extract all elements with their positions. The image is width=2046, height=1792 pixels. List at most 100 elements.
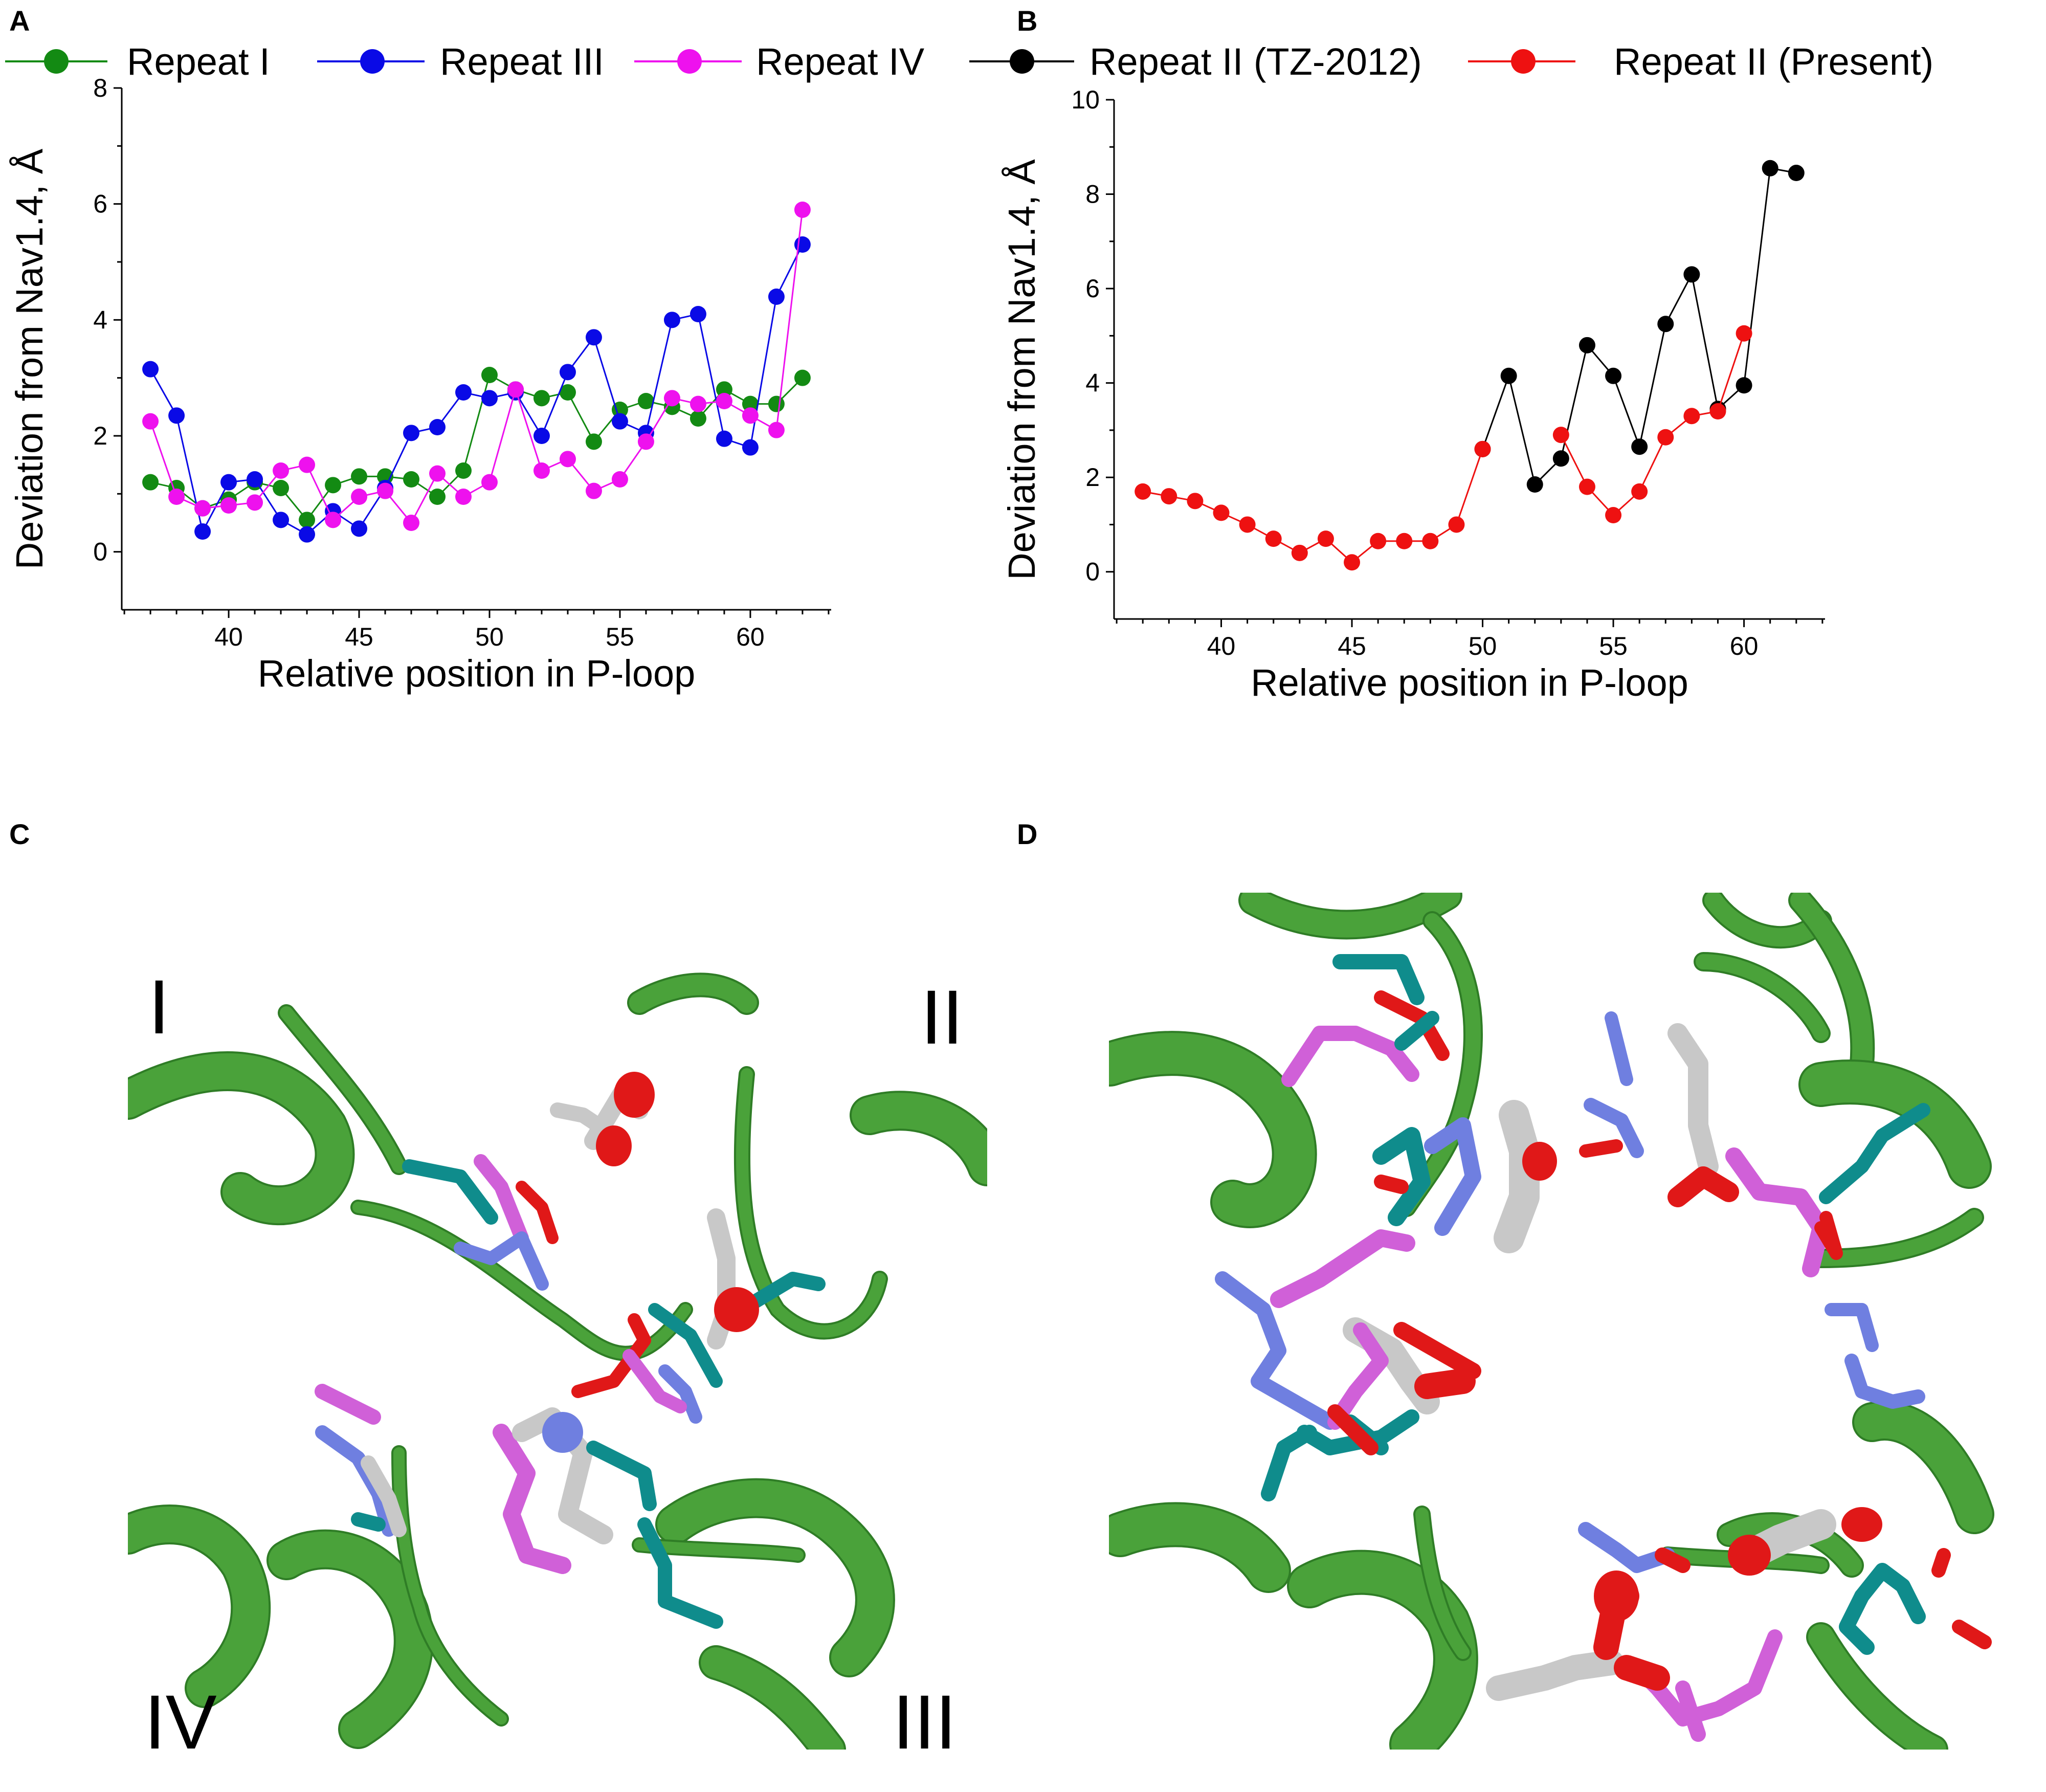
legend-label: Repeat III: [440, 40, 604, 83]
y-tick-label: 8: [1085, 180, 1100, 209]
chart-b: 0 2 4 6 8 10 40 45 50 55 60 Relative position in P-…: [1000, 85, 1825, 704]
residue-stick: [658, 1364, 702, 1424]
x-tick-label: 55: [1599, 632, 1628, 660]
helix-ribbon: [1696, 954, 1829, 1041]
residue-stick: [1393, 1322, 1481, 1379]
x-tick-label: 50: [475, 623, 504, 651]
helix-ribbon: [1704, 893, 1830, 947]
legend-marker: [1010, 49, 1034, 74]
residue-stick: [550, 1102, 606, 1133]
helix-ribbon: [1800, 1061, 1990, 1187]
residue-stick: [516, 1181, 559, 1244]
residue-stick: [1261, 1425, 1317, 1501]
data-point: [1683, 266, 1700, 283]
repeat-label-ii: II: [921, 974, 963, 1060]
x-axis-title: Relative position in P-loop: [258, 652, 696, 695]
x-tick-label: 45: [1338, 632, 1366, 660]
residue-stick: [474, 1154, 529, 1245]
atom-blob: [596, 1125, 632, 1166]
panel-label-a: A: [9, 5, 30, 37]
atom-blob: [1728, 1535, 1771, 1576]
repeat-label-iv: IV: [144, 1679, 217, 1765]
data-point: [1605, 507, 1622, 523]
data-point: [273, 512, 290, 528]
residue-stick: [1486, 1650, 1624, 1701]
residue-stick: [586, 1441, 657, 1511]
data-point: [663, 390, 680, 407]
residue-stick: [1725, 1147, 1830, 1277]
data-point: [742, 395, 759, 412]
data-point: [1396, 533, 1413, 549]
data-point: [742, 439, 759, 456]
x-tick-label: 40: [1207, 632, 1236, 660]
structure-image-d: [1109, 893, 1994, 1750]
residue-stick: [351, 1512, 386, 1532]
y-tick-label: 10: [1071, 85, 1100, 114]
data-point: [768, 395, 785, 412]
data-point: [716, 381, 732, 398]
data-point: [325, 477, 342, 494]
data-point: [429, 465, 446, 482]
data-point: [1578, 337, 1595, 353]
data-point: [1474, 440, 1491, 457]
data-point: [533, 462, 550, 479]
helix-ribbon: [1813, 1210, 1982, 1266]
data-point: [142, 474, 159, 491]
data-point: [1578, 478, 1595, 495]
data-point: [351, 489, 368, 505]
residue-stick: [1825, 1303, 1879, 1352]
helix-ribbon: [1399, 913, 1481, 1215]
data-point: [325, 512, 342, 528]
residue-stick: [361, 1455, 407, 1537]
data-point: [1161, 488, 1177, 505]
data-point: [481, 390, 498, 407]
data-point: [1448, 516, 1465, 533]
residue-stick: [493, 1424, 571, 1574]
data-point: [663, 312, 680, 328]
data-point: [533, 390, 550, 407]
data-point: [1187, 493, 1204, 510]
residue-stick: [1394, 1011, 1439, 1051]
residue-stick: [1819, 1103, 1930, 1204]
legend: Repeat I Repeat III Repeat IV Repeat II …: [5, 40, 1933, 83]
legend-label: Repeat II (Present): [1614, 40, 1933, 83]
legend-marker: [1511, 49, 1536, 74]
data-point: [690, 410, 706, 427]
data-point: [351, 520, 368, 537]
data-point: [637, 393, 654, 409]
x-axis-title: Relative position in P-loop: [1251, 661, 1688, 704]
y-tick-label: 6: [1085, 274, 1100, 303]
helix-ribbon: [1790, 893, 1873, 1074]
data-point: [794, 236, 811, 253]
helix-ribbon: [128, 1053, 353, 1223]
residue-stick: [1614, 1655, 1670, 1691]
data-point: [1135, 483, 1151, 500]
repeat-label-iii: III: [893, 1679, 957, 1765]
data-point: [403, 515, 420, 531]
data-point: [1736, 325, 1752, 342]
data-point: [299, 512, 316, 528]
data-point: [429, 489, 446, 505]
data-point: [716, 430, 732, 447]
helix-ribbon: [1109, 1033, 1315, 1226]
data-point: [1762, 160, 1778, 176]
data-point: [247, 471, 263, 488]
data-point: [142, 413, 159, 430]
helix-ribbon: [1240, 893, 1460, 938]
series-repeat-ii-tz-2012-: [1474, 160, 1805, 493]
data-point: [481, 367, 498, 383]
data-point: [1239, 516, 1256, 533]
helix-ribbon: [701, 1647, 844, 1750]
legend-marker: [360, 49, 385, 74]
helix-ribbon: [852, 1093, 987, 1184]
helix-ribbon: [1808, 1624, 1946, 1750]
y-axis-title: Deviation from Nav1.4, Å: [1000, 159, 1043, 580]
data-point: [1788, 165, 1805, 182]
data-point: [403, 425, 420, 441]
residue-stick: [1327, 1322, 1389, 1430]
residue-stick: [622, 1349, 687, 1413]
residue-stick: [1605, 1011, 1633, 1086]
data-point: [1631, 483, 1648, 500]
y-tick-label: 4: [1085, 369, 1100, 397]
data-point: [1736, 377, 1752, 394]
